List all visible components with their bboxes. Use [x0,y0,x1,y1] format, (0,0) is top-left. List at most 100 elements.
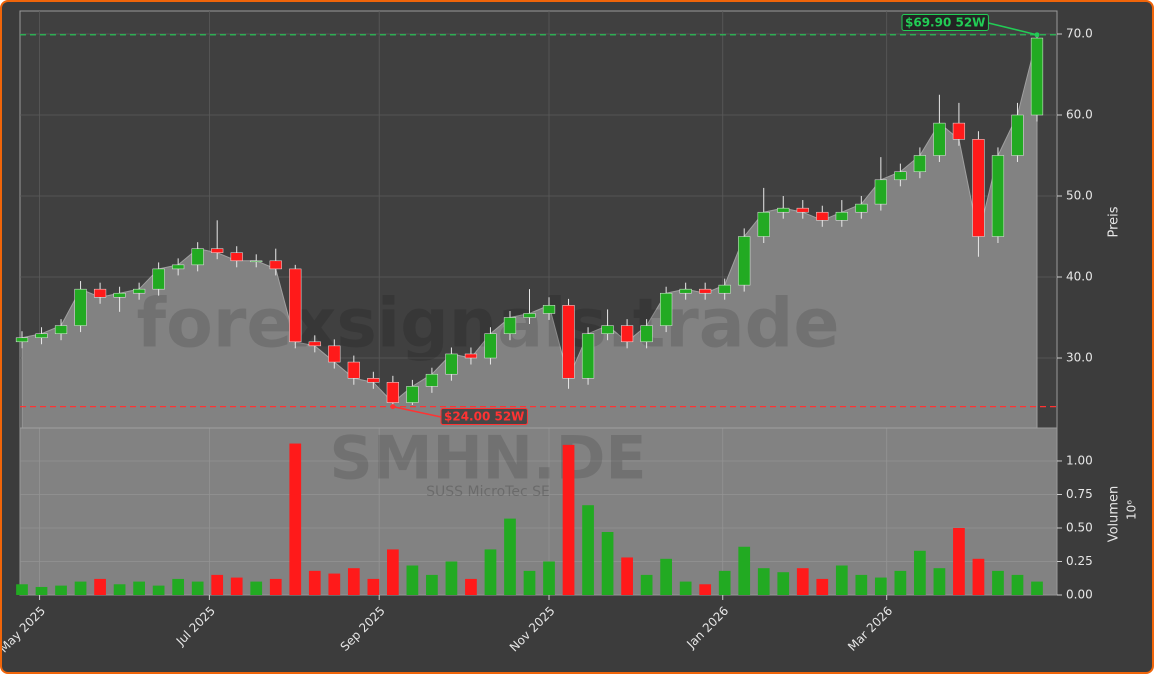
volume-bar [55,585,67,595]
volume-bar [484,549,497,595]
volume-bar [914,550,926,595]
candle-body [991,155,1005,237]
candle-body [972,139,985,237]
y-tick-label: 60.0 [1066,108,1093,122]
volume-bar [347,568,360,595]
y-axis-label: Preis [1107,206,1122,237]
candle-body [640,325,653,343]
candle-body [172,264,185,270]
y2-tick-label: 0.75 [1066,487,1093,501]
candle-body [1011,114,1024,156]
volume-bar [738,546,751,595]
volume-bar [152,585,165,595]
volume-bar [35,586,48,595]
candle-body [113,292,126,298]
low-line-arrow-head [390,404,396,410]
volume-bar [426,574,438,595]
candle-body [738,236,751,286]
candle-body [874,179,887,205]
y2-tick-label: 1.00 [1066,453,1093,467]
volume-bar [777,572,790,595]
candle-body [250,260,263,263]
volume-bar [328,573,341,595]
candle-body [328,345,341,363]
volume-panel [19,427,1058,596]
volume-bar [972,558,985,595]
candle-body [93,288,107,298]
volume-bar [465,578,477,595]
volume-bar [1011,574,1024,595]
candle-body [133,288,146,294]
x-tick-label: Jul 2025 [173,604,218,649]
high-line-arrow-head [1034,32,1040,38]
candle-body [269,260,282,270]
low-line-label: $24.00 52W [444,410,524,424]
volume-bar [74,581,87,595]
volume-bar [699,584,712,595]
candle-body [796,207,809,213]
volume-bar [953,527,965,595]
candle-body [152,268,165,290]
volume-bar [367,578,380,595]
volume-bar [113,584,126,595]
volume-bar [172,578,185,595]
volume-bar [874,577,887,595]
volume-bar [94,578,106,595]
candle-body [835,211,848,221]
candle-body [230,252,243,262]
low-line-arrow [392,405,442,418]
candle-body [35,333,48,339]
candle-body [542,305,556,314]
high-line-label: $69.90 52W [905,16,985,30]
candle-body [308,341,321,347]
y2-tick-label: 0.25 [1066,554,1093,568]
x-tick-label: Jan 2026 [683,604,731,652]
candle-body [933,122,946,156]
volume-bar [250,581,263,595]
y2-tick-label: 0.50 [1066,520,1093,534]
x-tick-label: Nov 2025 [507,604,558,655]
volume-bar [133,581,145,595]
candle-body [679,288,692,294]
candle-body [952,122,966,140]
volume-bar [582,505,594,595]
x-tick-label: Sep 2025 [338,604,388,654]
candle-body [289,268,302,343]
high-line-arrow [988,22,1038,36]
volume-bar [523,570,536,595]
candle-body [211,248,224,253]
volume-bar [796,568,809,595]
candle-body [757,211,770,237]
candle-body [464,353,478,359]
y2-offset-label: 10⁶ [1125,500,1139,520]
candle-body [425,373,439,387]
volume-bar [601,532,614,595]
volume-bar [933,568,946,595]
candle-body [386,382,399,403]
candle-body [777,207,790,213]
candle-body [15,337,29,343]
candle-body [367,378,380,383]
candle-body [718,284,731,294]
high-line-label-box [901,14,989,31]
volume-bar [562,444,575,595]
y-tick-label: 40.0 [1066,270,1093,284]
volume-bar [1031,581,1043,595]
candle-body [347,361,360,379]
volume-bar [308,570,321,595]
volume-bar [504,518,516,595]
candle-body [913,155,926,172]
candle-body [660,292,673,326]
candle-body [620,325,634,343]
volume-bar [211,574,224,595]
volume-bar [718,570,731,595]
volume-bar [269,578,282,595]
candle-body [484,333,497,359]
company-watermark: SUSS MicroTec SE [426,484,550,500]
volume-bar [230,577,243,595]
candle-body [601,325,614,334]
candle-body [816,211,829,221]
volume-bar [387,549,399,595]
volume-bar [543,561,555,595]
